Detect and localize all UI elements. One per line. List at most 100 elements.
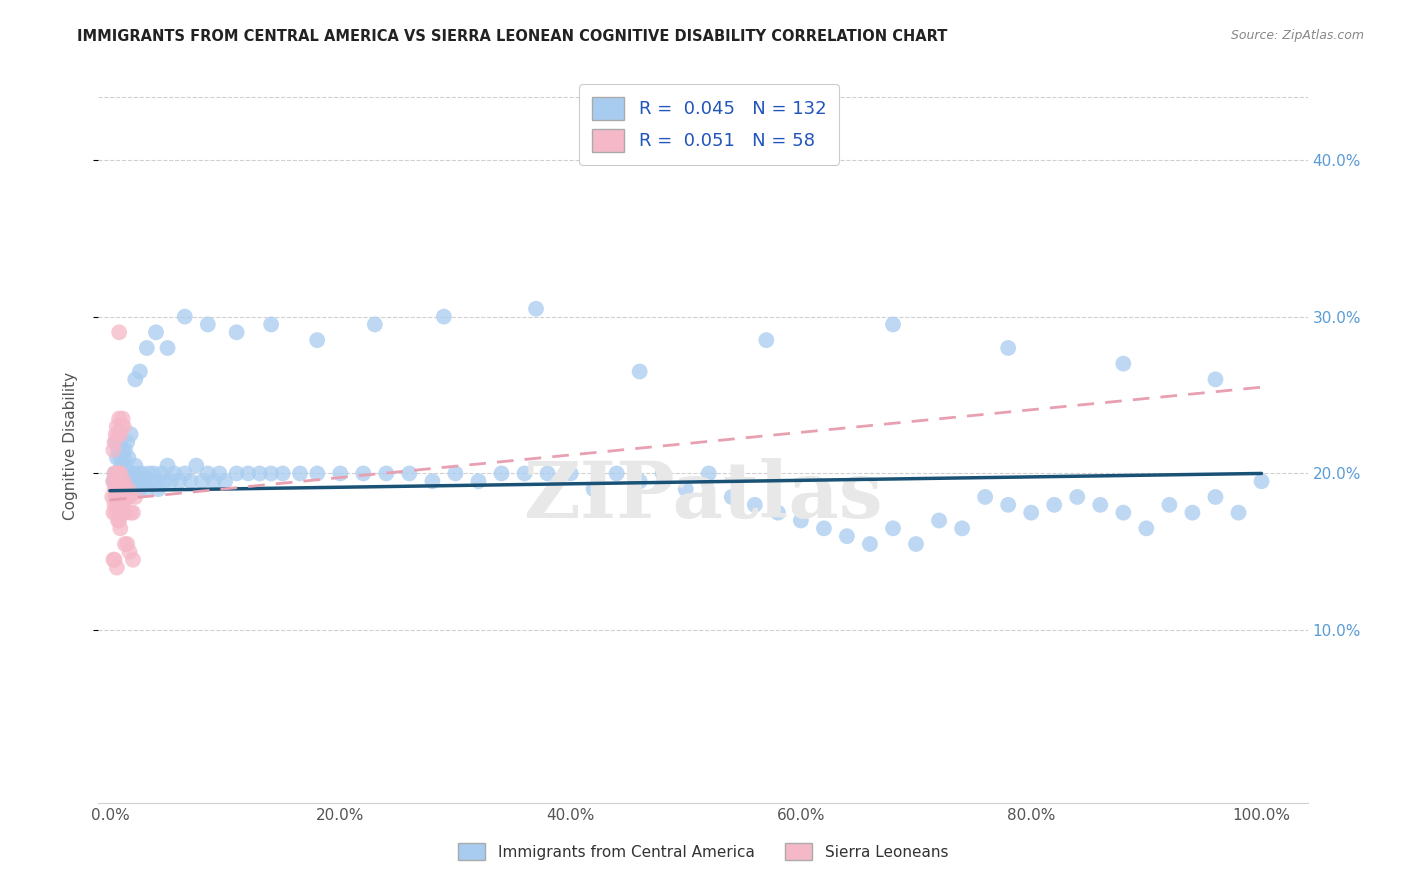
Point <box>135 341 157 355</box>
Point <box>111 442 134 457</box>
Point <box>1112 506 1135 520</box>
Point <box>491 467 513 481</box>
Point <box>128 364 150 378</box>
Point <box>422 475 444 489</box>
Point <box>104 427 127 442</box>
Point <box>433 310 456 324</box>
Point <box>1204 372 1226 386</box>
Point <box>141 475 163 489</box>
Point <box>352 467 374 481</box>
Point <box>115 490 138 504</box>
Point <box>108 490 131 504</box>
Point <box>105 482 128 496</box>
Point <box>108 482 131 496</box>
Point <box>813 521 835 535</box>
Point <box>163 467 186 481</box>
Point <box>197 467 219 481</box>
Point <box>104 435 127 450</box>
Point <box>1019 506 1042 520</box>
Point <box>128 467 150 481</box>
Point <box>766 506 789 520</box>
Point <box>628 364 651 378</box>
Point <box>103 552 125 566</box>
Point <box>835 529 858 543</box>
Point <box>145 326 167 340</box>
Point <box>112 475 135 489</box>
Point <box>1227 506 1250 520</box>
Point <box>125 482 148 496</box>
Point <box>115 467 138 481</box>
Point <box>110 450 132 465</box>
Point <box>118 475 141 489</box>
Point <box>120 427 142 442</box>
Point <box>307 467 329 481</box>
Point <box>115 490 138 504</box>
Point <box>103 498 125 512</box>
Point <box>117 482 139 496</box>
Point <box>114 442 136 457</box>
Point <box>127 475 149 489</box>
Point <box>142 467 165 481</box>
Point <box>103 435 125 450</box>
Point <box>950 521 973 535</box>
Point <box>755 333 778 347</box>
Point <box>112 506 135 520</box>
Point <box>103 442 125 457</box>
Point <box>110 475 132 489</box>
Text: IMMIGRANTS FROM CENTRAL AMERICA VS SIERRA LEONEAN COGNITIVE DISABILITY CORRELATI: IMMIGRANTS FROM CENTRAL AMERICA VS SIERR… <box>77 29 948 44</box>
Point <box>108 326 131 340</box>
Point <box>115 475 138 489</box>
Point <box>105 560 128 574</box>
Point <box>524 301 547 316</box>
Point <box>444 467 467 481</box>
Point <box>150 467 173 481</box>
Point <box>1204 490 1226 504</box>
Point <box>1159 498 1181 512</box>
Point <box>628 475 651 489</box>
Point <box>173 467 195 481</box>
Point <box>124 458 146 473</box>
Point <box>249 467 271 481</box>
Point <box>104 490 127 504</box>
Point <box>115 482 138 496</box>
Point <box>118 490 141 504</box>
Point <box>197 318 219 332</box>
Point <box>180 475 202 489</box>
Point <box>107 482 129 496</box>
Point <box>124 372 146 386</box>
Point <box>117 450 139 465</box>
Point <box>467 475 489 489</box>
Point <box>697 467 720 481</box>
Point <box>108 498 131 512</box>
Point <box>103 552 125 566</box>
Point <box>1135 521 1157 535</box>
Point <box>675 482 697 496</box>
Point <box>110 427 132 442</box>
Point <box>108 514 131 528</box>
Point <box>364 318 387 332</box>
Point <box>260 467 283 481</box>
Point <box>271 467 294 481</box>
Point <box>101 490 124 504</box>
Point <box>120 467 142 481</box>
Point <box>110 419 132 434</box>
Point <box>928 514 950 528</box>
Point <box>375 467 398 481</box>
Legend: Immigrants from Central America, Sierra Leoneans: Immigrants from Central America, Sierra … <box>451 837 955 866</box>
Point <box>117 467 139 481</box>
Point <box>1090 498 1112 512</box>
Point <box>103 467 125 481</box>
Point <box>110 475 132 489</box>
Point <box>115 537 138 551</box>
Point <box>104 475 127 489</box>
Point <box>114 475 136 489</box>
Point <box>997 341 1019 355</box>
Point <box>1112 357 1135 371</box>
Point <box>138 467 160 481</box>
Point <box>108 467 131 481</box>
Point <box>105 467 128 481</box>
Point <box>288 467 311 481</box>
Point <box>111 482 134 496</box>
Point <box>114 537 136 551</box>
Point <box>110 490 132 504</box>
